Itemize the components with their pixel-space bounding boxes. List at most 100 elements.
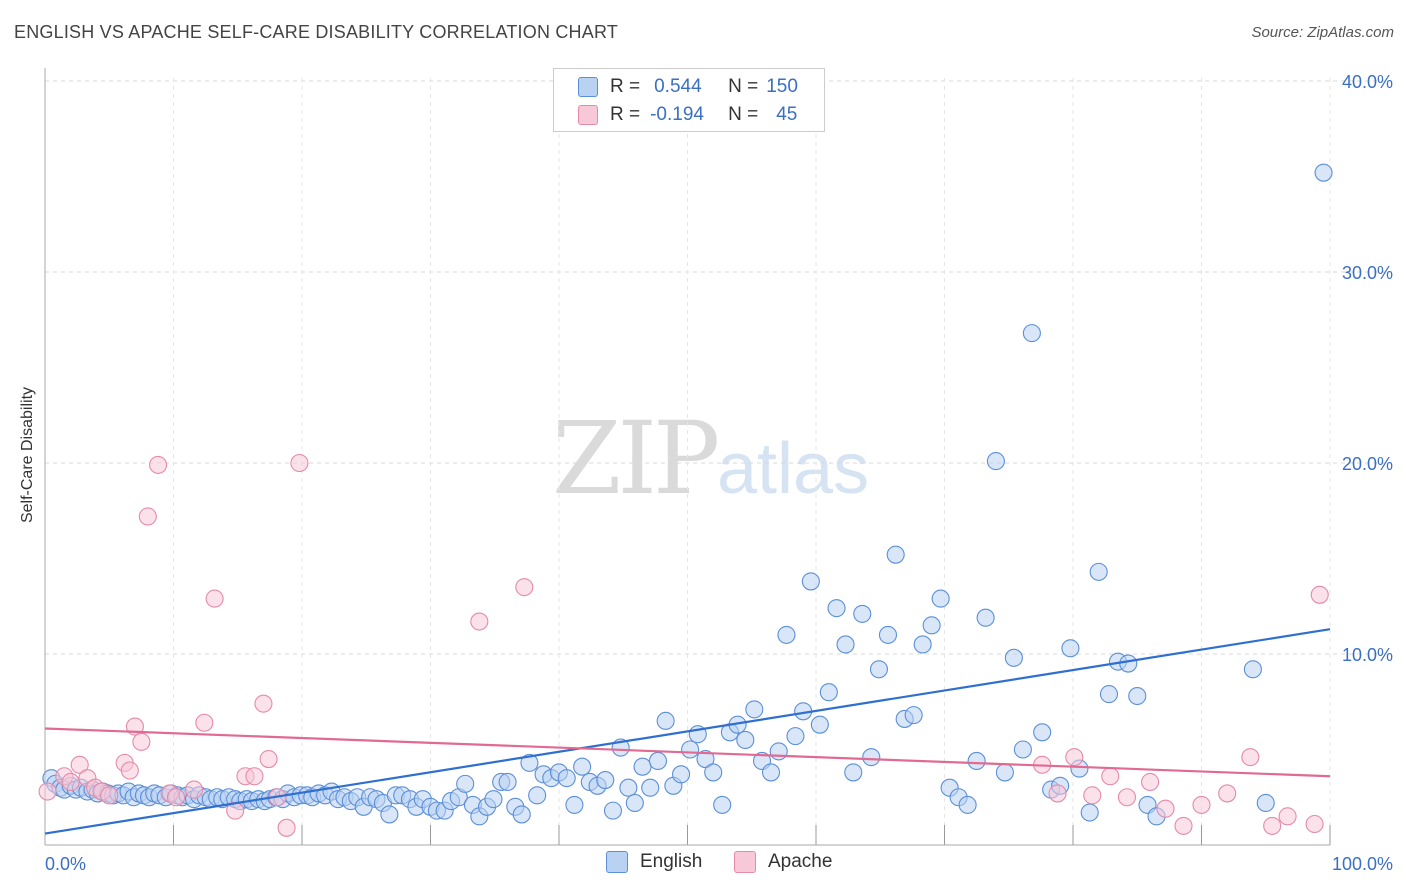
english-point: [498, 772, 517, 792]
english-point: [625, 793, 644, 813]
apache-point: [1083, 786, 1102, 805]
r-value: 0.544: [654, 76, 702, 97]
english-point: [520, 753, 539, 772]
apache-point: [100, 786, 119, 805]
english-point: [922, 616, 941, 635]
apache-point: [1156, 799, 1175, 818]
n-value: 45: [776, 104, 798, 125]
apache-point: [1241, 748, 1260, 767]
apache-point: [185, 780, 204, 799]
english-point: [681, 740, 700, 759]
stats-legend: R = 0.544 N = 150 R = -0.194 N = 45: [553, 68, 825, 132]
apache-point: [470, 612, 489, 631]
legend-apache-label: Apache: [768, 851, 833, 872]
n-label: N =: [728, 76, 759, 97]
apache-point: [1263, 816, 1282, 835]
english-point: [619, 778, 638, 797]
n-value: 150: [766, 76, 798, 97]
english-trend-line: [44, 628, 1331, 835]
chart-title: ENGLISH VS APACHE SELF-CARE DISABILITY C…: [14, 22, 619, 42]
y-tick-label: 40.0%: [1342, 72, 1393, 92]
y-tick-label: 30.0%: [1342, 263, 1393, 283]
apache-point: [290, 453, 309, 473]
apache-point: [1174, 816, 1193, 835]
english-point: [976, 608, 995, 627]
english-point: [512, 805, 531, 824]
legend-row-english: R = 0.544 N = 150: [554, 73, 798, 101]
english-point: [704, 763, 723, 782]
english-point: [904, 706, 923, 725]
x-tick-label: 0.0%: [45, 854, 86, 874]
watermark-zip: ZIP: [552, 400, 720, 517]
english-point: [1314, 163, 1333, 182]
english-legend-icon: [606, 851, 628, 873]
apache-point: [1048, 784, 1067, 803]
apache-point: [1192, 795, 1211, 814]
r-label: R =: [610, 76, 641, 97]
apache-legend-icon: [734, 851, 756, 873]
english-point: [844, 763, 863, 782]
legend-item-english: English: [606, 851, 702, 873]
english-point: [853, 604, 872, 623]
apache-point: [1101, 767, 1120, 786]
english-point: [1089, 562, 1108, 581]
english-point: [819, 683, 838, 702]
apache-point: [1310, 585, 1329, 604]
english-point: [869, 660, 889, 679]
apache-point: [120, 761, 139, 780]
apache-point: [132, 732, 151, 751]
english-point: [380, 805, 399, 824]
english-point: [656, 711, 675, 730]
english-point: [1243, 660, 1262, 679]
r-label: R =: [610, 104, 641, 125]
english-point: [878, 625, 898, 644]
series-legend: English Apache: [0, 851, 1406, 879]
english-point: [1013, 740, 1032, 759]
legend-english-label: English: [640, 851, 703, 872]
english-point: [786, 727, 805, 746]
english-point: [827, 599, 846, 618]
apache-point: [70, 755, 89, 774]
y-tick-label: 10.0%: [1342, 645, 1393, 665]
english-point: [745, 700, 764, 719]
english-point: [1022, 324, 1041, 343]
apache-point: [259, 749, 278, 769]
english-point: [696, 749, 715, 769]
english-point: [528, 786, 547, 805]
english-point: [986, 452, 1005, 471]
english-point: [1004, 648, 1023, 667]
english-point: [1033, 723, 1052, 742]
english-point: [1080, 803, 1099, 822]
english-point: [777, 625, 796, 644]
english-point: [913, 635, 932, 654]
y-tick-label: 20.0%: [1342, 454, 1393, 474]
english-point: [736, 730, 755, 750]
apache-point: [167, 788, 186, 807]
apache-point: [205, 589, 224, 608]
english-point: [801, 572, 820, 591]
apache-point: [1305, 814, 1324, 834]
english-point: [1128, 686, 1147, 706]
english-point: [713, 795, 732, 814]
english-swatch-icon: [578, 77, 598, 97]
english-point: [886, 545, 905, 564]
watermark-atlas: atlas: [717, 429, 870, 509]
english-point: [862, 748, 881, 767]
r-value: -0.194: [650, 104, 704, 125]
english-point: [967, 751, 986, 771]
apache-point: [61, 772, 80, 792]
apache-point: [38, 782, 57, 801]
apache-point: [195, 713, 214, 732]
english-point: [1256, 793, 1275, 813]
apache-point: [515, 578, 534, 597]
english-point: [648, 751, 667, 771]
apache-point: [226, 801, 245, 820]
english-point: [573, 757, 592, 776]
english-point: [1119, 654, 1138, 673]
english-point: [931, 589, 950, 608]
english-point: [1099, 685, 1119, 704]
legend-row-apache: R = -0.194 N = 45: [554, 101, 797, 129]
english-point: [836, 635, 855, 654]
apache-point: [1141, 772, 1160, 792]
source-credit: Source: ZipAtlas.com: [1251, 24, 1394, 41]
